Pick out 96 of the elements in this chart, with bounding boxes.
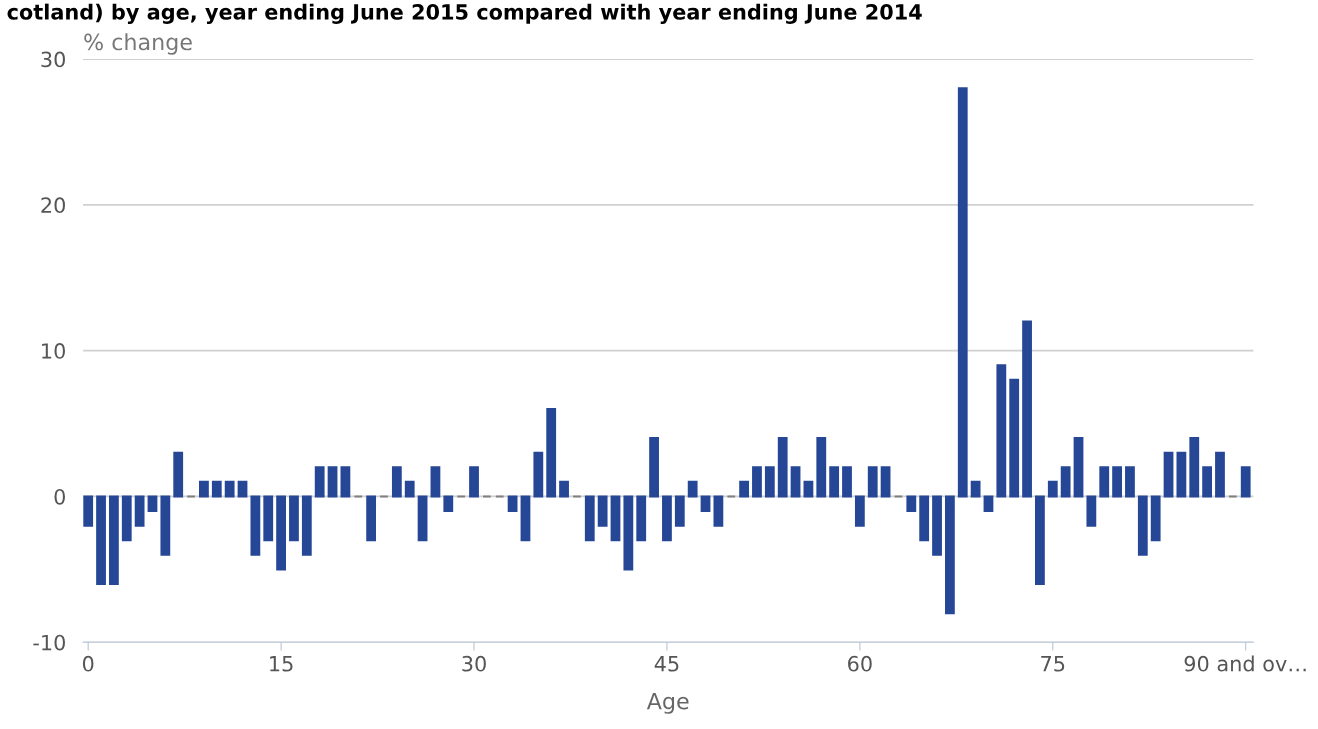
bar (173, 451, 184, 498)
bar (1073, 437, 1084, 498)
x-tick-label: 75 (1041, 656, 1065, 672)
bar (854, 495, 865, 527)
bar (983, 495, 994, 513)
bar (996, 364, 1007, 498)
bar (700, 495, 711, 513)
bar (507, 495, 518, 513)
bar (1099, 466, 1110, 498)
bar (211, 480, 222, 498)
bar (597, 495, 608, 527)
x-tick-label: 60 (848, 655, 872, 672)
y-tick-label: 10 (42, 343, 65, 359)
bar (160, 495, 171, 556)
bar (739, 480, 750, 498)
bar (1189, 437, 1200, 498)
bar (340, 466, 351, 498)
y-tick-label: -10 (33, 634, 65, 651)
bar (1163, 451, 1174, 498)
bar (314, 466, 325, 498)
bar (109, 495, 119, 585)
bar (1202, 466, 1213, 498)
bar (1112, 466, 1122, 498)
x-tick-label: 0 (82, 655, 94, 672)
bar (842, 466, 852, 498)
x-tick-label: 90 and ov… (1184, 655, 1306, 672)
bar (237, 480, 248, 498)
bar (121, 495, 132, 542)
bar (713, 495, 724, 527)
bar (289, 495, 299, 542)
bar (1060, 466, 1071, 498)
bar (1009, 378, 1020, 498)
bar (430, 466, 441, 498)
bar (134, 495, 145, 527)
bar (546, 407, 557, 498)
bar (906, 495, 917, 513)
y-tick-label: 20 (41, 197, 65, 214)
bar (1137, 495, 1148, 556)
bar (224, 480, 235, 498)
bar (1176, 451, 1187, 498)
bar (777, 437, 788, 498)
bar (790, 466, 801, 498)
bar (263, 495, 274, 542)
bar (276, 495, 286, 571)
bar (1022, 320, 1032, 498)
x-tick-label: 45 (654, 656, 679, 672)
bar (829, 466, 840, 498)
x-tick-label: 15 (270, 656, 293, 672)
bar (957, 87, 968, 498)
y-axis-title: % change (84, 33, 192, 55)
bar (584, 495, 595, 542)
bar (752, 466, 762, 498)
bar (443, 495, 454, 513)
bar (301, 495, 312, 556)
bar (533, 451, 544, 498)
chart-title: cotland) by age, year ending June 2015 compared with year ending June 2014 (7, 3, 922, 24)
x-axis-title: Age (646, 692, 689, 714)
bar (636, 495, 647, 542)
bar (944, 495, 955, 615)
bar (919, 495, 930, 542)
bar (147, 495, 158, 513)
bar (662, 495, 672, 542)
bar (199, 480, 209, 498)
bar (250, 495, 261, 556)
bar (327, 466, 338, 498)
bar (1240, 466, 1251, 498)
bar (764, 466, 775, 498)
bar (816, 437, 827, 498)
x-tick-label: 30 (462, 655, 486, 672)
bar (610, 495, 621, 542)
bar (520, 495, 531, 542)
bar (366, 495, 377, 542)
bar (1125, 466, 1135, 498)
bar (1047, 480, 1058, 498)
bar (932, 495, 942, 556)
bar (867, 466, 878, 498)
bar (674, 495, 685, 527)
bar (559, 480, 569, 498)
y-tick-label: 30 (41, 51, 65, 68)
bar (1035, 495, 1045, 585)
bar (1150, 495, 1161, 542)
bar (417, 495, 428, 542)
bar (880, 466, 891, 498)
bar (803, 480, 814, 498)
bar (96, 495, 106, 585)
bar (970, 480, 981, 498)
y-tick-label: 0 (54, 488, 65, 505)
bar (1215, 451, 1225, 498)
bar (404, 480, 415, 498)
bar (623, 495, 634, 571)
bar (391, 466, 402, 498)
bar (649, 437, 659, 498)
bar (1086, 495, 1097, 527)
bar (687, 480, 698, 498)
bar (83, 495, 94, 527)
bar (469, 466, 479, 498)
